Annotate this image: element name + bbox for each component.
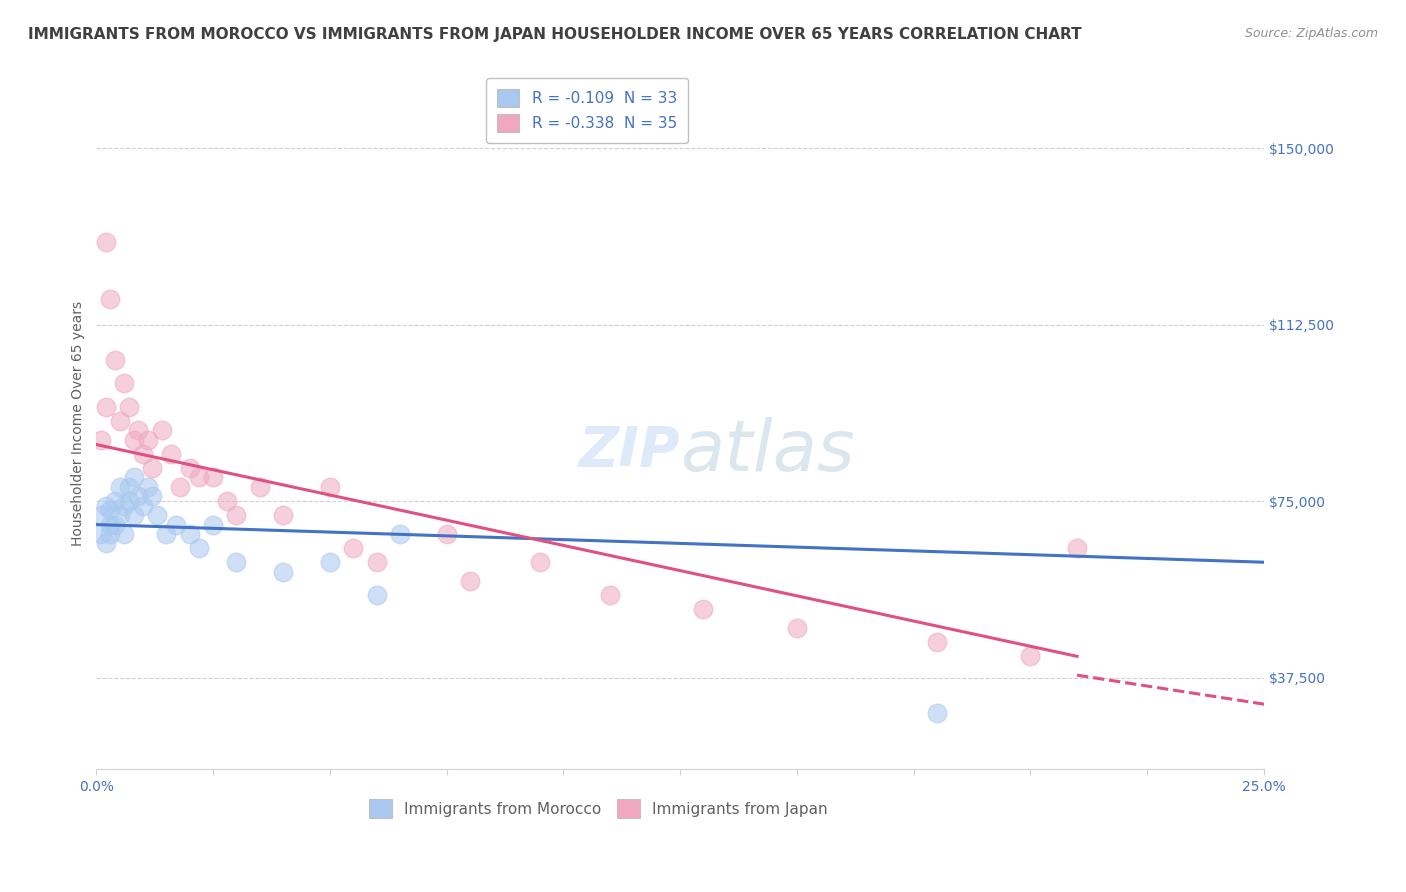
Point	[366, 588, 388, 602]
Point	[122, 508, 145, 523]
Point	[188, 541, 211, 555]
Point	[108, 414, 131, 428]
Point	[98, 292, 121, 306]
Point	[127, 424, 149, 438]
Point	[202, 470, 225, 484]
Point	[136, 433, 159, 447]
Point	[118, 494, 141, 508]
Point	[692, 602, 714, 616]
Point	[94, 235, 117, 249]
Legend: Immigrants from Morocco, Immigrants from Japan: Immigrants from Morocco, Immigrants from…	[363, 793, 834, 824]
Point	[271, 508, 294, 523]
Point	[319, 555, 342, 569]
Point	[249, 480, 271, 494]
Text: IMMIGRANTS FROM MOROCCO VS IMMIGRANTS FROM JAPAN HOUSEHOLDER INCOME OVER 65 YEAR: IMMIGRANTS FROM MOROCCO VS IMMIGRANTS FR…	[28, 27, 1081, 42]
Point	[118, 400, 141, 414]
Point	[271, 565, 294, 579]
Point	[90, 527, 112, 541]
Point	[104, 494, 127, 508]
Point	[94, 400, 117, 414]
Point	[146, 508, 169, 523]
Point	[112, 376, 135, 391]
Point	[160, 447, 183, 461]
Point	[225, 508, 247, 523]
Point	[132, 447, 155, 461]
Point	[104, 517, 127, 532]
Point	[925, 635, 948, 649]
Point	[458, 574, 481, 588]
Point	[366, 555, 388, 569]
Point	[141, 461, 163, 475]
Point	[179, 527, 201, 541]
Point	[90, 433, 112, 447]
Y-axis label: Householder Income Over 65 years: Householder Income Over 65 years	[72, 301, 86, 546]
Point	[132, 499, 155, 513]
Point	[165, 517, 187, 532]
Point	[217, 494, 239, 508]
Point	[118, 480, 141, 494]
Point	[342, 541, 364, 555]
Point	[436, 527, 458, 541]
Point	[94, 499, 117, 513]
Point	[104, 352, 127, 367]
Point	[388, 527, 411, 541]
Point	[122, 470, 145, 484]
Point	[108, 508, 131, 523]
Text: Source: ZipAtlas.com: Source: ZipAtlas.com	[1244, 27, 1378, 40]
Point	[179, 461, 201, 475]
Point	[599, 588, 621, 602]
Point	[122, 433, 145, 447]
Point	[112, 527, 135, 541]
Point	[169, 480, 191, 494]
Point	[202, 517, 225, 532]
Point	[98, 527, 121, 541]
Text: atlas: atlas	[681, 417, 855, 485]
Point	[925, 706, 948, 720]
Point	[112, 499, 135, 513]
Point	[94, 536, 117, 550]
Point	[786, 621, 808, 635]
Point	[529, 555, 551, 569]
Point	[127, 489, 149, 503]
Point	[225, 555, 247, 569]
Point	[136, 480, 159, 494]
Point	[188, 470, 211, 484]
Point	[155, 527, 177, 541]
Point	[98, 517, 121, 532]
Point	[108, 480, 131, 494]
Text: ZIP: ZIP	[579, 424, 681, 478]
Point	[141, 489, 163, 503]
Point	[98, 503, 121, 517]
Point	[1066, 541, 1088, 555]
Point	[90, 508, 112, 523]
Point	[150, 424, 173, 438]
Point	[1019, 649, 1042, 664]
Point	[319, 480, 342, 494]
